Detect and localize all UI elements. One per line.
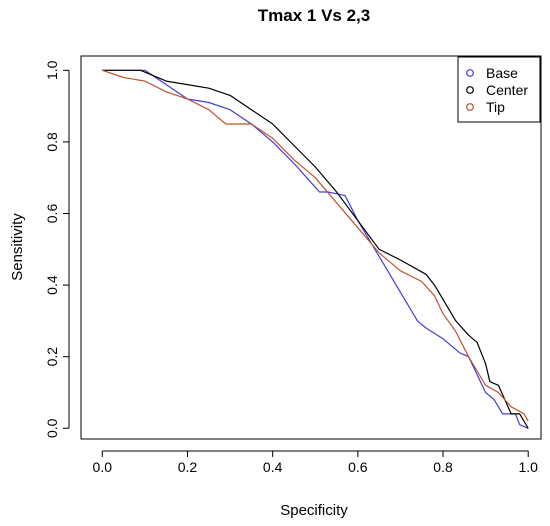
chart-title: Tmax 1 Vs 2,3: [258, 6, 370, 25]
plot-frame: [80, 55, 542, 440]
y-axis: 0.0 0.2 0.4 0.6 0.8 1.0: [44, 60, 70, 438]
x-tick-label: 0.8: [433, 459, 453, 475]
series-line-tip: [102, 69, 529, 422]
legend-label: Center: [486, 82, 528, 98]
x-tick-label: 0.4: [263, 459, 283, 475]
y-tick-label: 0.2: [44, 347, 60, 367]
legend-marker: [466, 86, 474, 94]
y-tick-label: 0.8: [44, 132, 60, 152]
y-tick-label: 0.0: [44, 418, 60, 438]
x-axis-label: Specificity: [280, 502, 348, 519]
x-tick-label: 1.0: [518, 459, 538, 475]
y-tick-label: 1.0: [44, 60, 60, 80]
y-tick-label: 0.4: [44, 275, 60, 295]
legend-box: [457, 56, 541, 123]
legend-label: Tip: [486, 99, 505, 115]
legend-marker: [466, 69, 474, 77]
series-group: [102, 69, 529, 429]
series-line-center: [102, 69, 529, 429]
y-tick-label: 0.6: [44, 204, 60, 224]
series-line-base: [102, 69, 529, 429]
x-tick-label: 0.2: [178, 459, 198, 475]
x-tick-label: 0.6: [348, 459, 368, 475]
x-axis: 0.0 0.2 0.4 0.6 0.8 1.0: [93, 450, 538, 475]
legend-marker: [466, 103, 474, 111]
y-axis-label: Sensitivity: [9, 213, 26, 281]
x-tick-label: 0.0: [93, 459, 113, 475]
legend-label: Base: [486, 65, 518, 81]
